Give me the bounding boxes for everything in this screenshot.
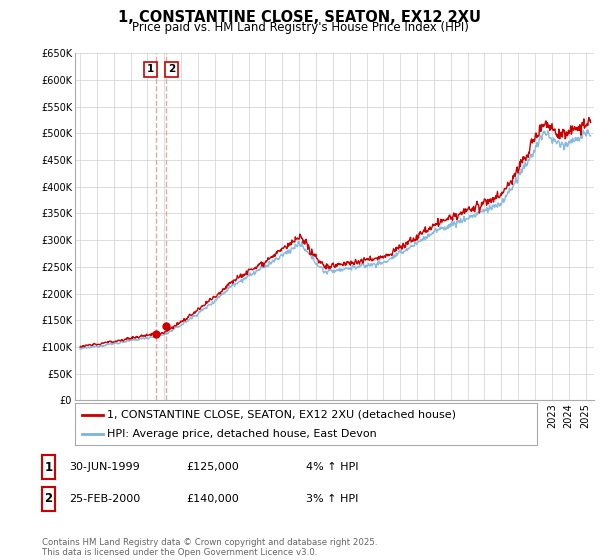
Text: £140,000: £140,000 — [186, 494, 239, 504]
Text: HPI: Average price, detached house, East Devon: HPI: Average price, detached house, East… — [107, 429, 377, 439]
Text: 4% ↑ HPI: 4% ↑ HPI — [306, 462, 359, 472]
Text: 1: 1 — [44, 460, 53, 474]
Text: 1, CONSTANTINE CLOSE, SEATON, EX12 2XU (detached house): 1, CONSTANTINE CLOSE, SEATON, EX12 2XU (… — [107, 409, 457, 419]
Text: 1: 1 — [147, 64, 154, 74]
Text: 30-JUN-1999: 30-JUN-1999 — [69, 462, 140, 472]
Text: 2: 2 — [44, 492, 53, 506]
Text: 25-FEB-2000: 25-FEB-2000 — [69, 494, 140, 504]
Text: £125,000: £125,000 — [186, 462, 239, 472]
Text: 2: 2 — [168, 64, 175, 74]
Text: 1, CONSTANTINE CLOSE, SEATON, EX12 2XU: 1, CONSTANTINE CLOSE, SEATON, EX12 2XU — [119, 10, 482, 25]
Text: Price paid vs. HM Land Registry's House Price Index (HPI): Price paid vs. HM Land Registry's House … — [131, 21, 469, 34]
Text: 3% ↑ HPI: 3% ↑ HPI — [306, 494, 358, 504]
Text: Contains HM Land Registry data © Crown copyright and database right 2025.
This d: Contains HM Land Registry data © Crown c… — [42, 538, 377, 557]
